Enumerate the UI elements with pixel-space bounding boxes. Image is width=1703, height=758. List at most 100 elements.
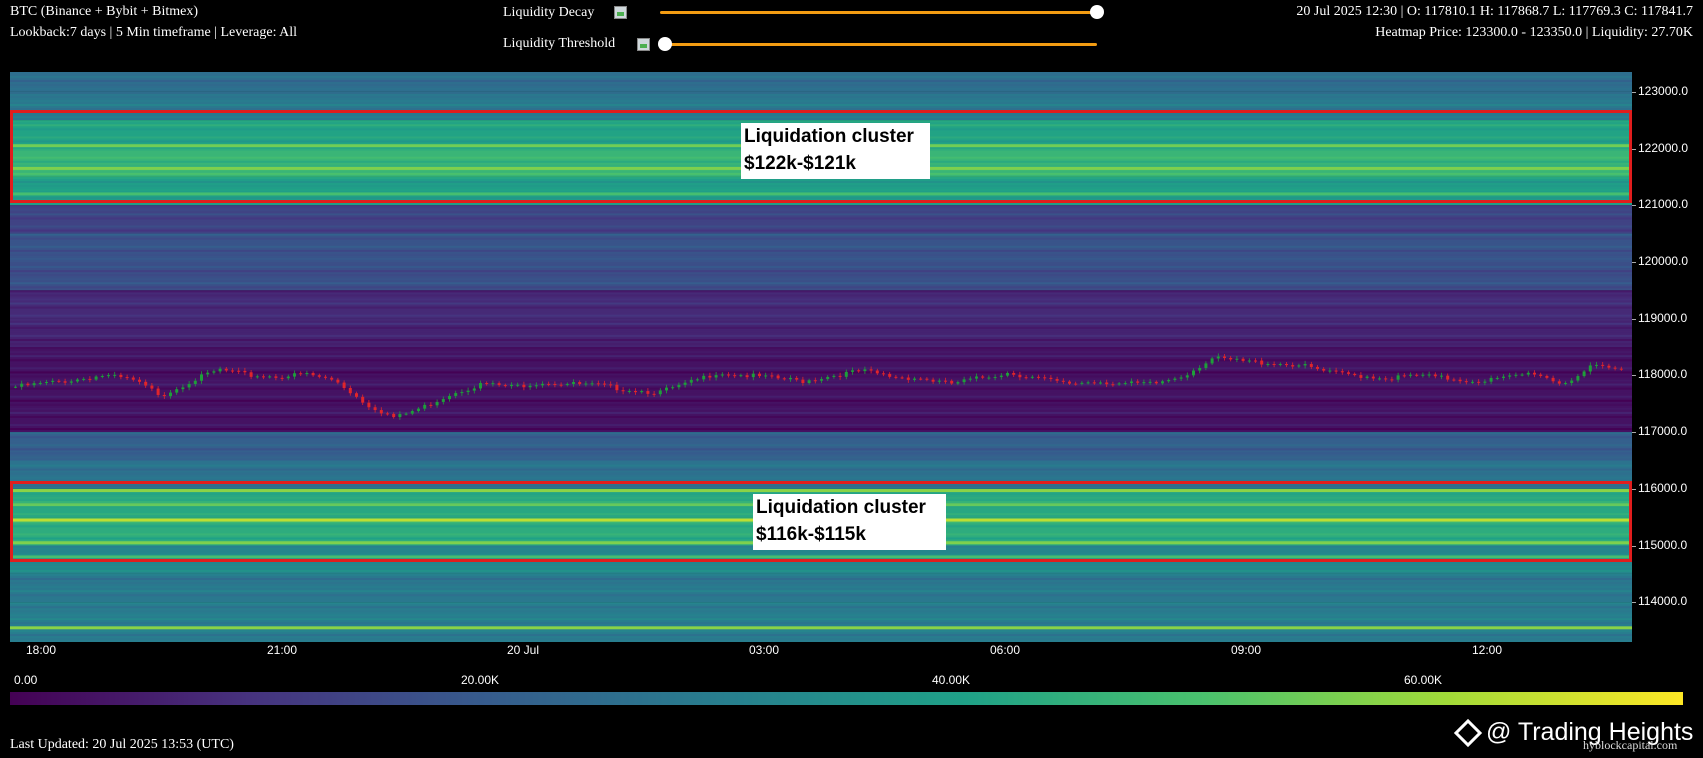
price-candle — [355, 393, 358, 397]
liquidity-band-stripe — [10, 460, 1632, 463]
price-candle — [1464, 381, 1468, 383]
colorbar-tick-label: 40.00K — [932, 673, 971, 687]
liquidity-band-stripe — [10, 614, 1632, 617]
liquidity-band-stripe — [10, 270, 1632, 273]
liquidity-band-stripe — [10, 322, 1632, 325]
price-candle — [249, 372, 253, 377]
price-candle — [1502, 376, 1505, 378]
price-candle — [1353, 373, 1357, 376]
price-candle — [82, 378, 86, 380]
liquidity-band-stripe — [10, 476, 1632, 479]
price-candle — [448, 395, 451, 400]
price-candle — [516, 384, 520, 386]
price-candle — [944, 380, 947, 382]
price-candle — [1080, 382, 1084, 384]
price-candle — [1396, 375, 1400, 380]
liquidity-band-stripe — [10, 298, 1632, 301]
price-candle — [931, 379, 935, 382]
price-candle — [1619, 368, 1623, 370]
price-axis-tick — [1632, 91, 1636, 93]
price-candle — [1520, 374, 1524, 376]
price-axis-label: 118000.0 — [1638, 367, 1688, 382]
price-candle — [1049, 377, 1053, 379]
price-candle — [813, 380, 817, 382]
time-axis-label: 12:00 — [1471, 643, 1503, 657]
liquidity-band-stripe — [10, 205, 1632, 208]
liquidation-level-line — [10, 626, 1632, 630]
liquidity-band-stripe — [10, 221, 1632, 224]
liquidity-band-stripe — [10, 419, 1632, 423]
price-candle — [925, 378, 929, 380]
price-candle — [727, 374, 730, 376]
liquidity-band-stripe — [10, 262, 1632, 265]
price-axis-tick — [1632, 318, 1636, 320]
liquidity-decay-slider-thumb[interactable] — [1090, 5, 1104, 19]
liquidity-band-stripe — [10, 395, 1632, 398]
price-candle — [1582, 371, 1586, 377]
liquidity-band-stripe — [10, 586, 1632, 589]
liquidity-band-stripe — [10, 622, 1632, 625]
price-candle — [578, 382, 582, 385]
price-candle — [423, 404, 427, 409]
liquidity-band-stripe — [10, 213, 1632, 216]
price-candle — [1241, 358, 1245, 361]
liquidity-band-stripe — [10, 116, 1632, 119]
liquidity-threshold-slider[interactable] — [665, 43, 1097, 46]
price-candle — [231, 370, 234, 372]
price-candle — [1409, 374, 1412, 376]
liquidity-band-stripe — [10, 229, 1632, 232]
liquidity-threshold-slider-thumb[interactable] — [658, 37, 672, 51]
price-candle — [131, 377, 135, 380]
price-candle — [1247, 360, 1251, 362]
price-candle — [565, 383, 569, 385]
price-candle — [1384, 378, 1388, 380]
liquidity-band-stripe — [10, 359, 1632, 362]
price-candle — [286, 376, 290, 379]
price-axis-label: 120000.0 — [1638, 254, 1689, 268]
price-candle — [1334, 370, 1338, 372]
price-candle — [1061, 380, 1065, 382]
liquidity-band-stripe — [10, 225, 1632, 228]
price-candle — [789, 377, 792, 380]
price-candle — [844, 371, 848, 377]
price-candle — [1458, 379, 1462, 382]
liquidity-band-stripe — [10, 306, 1632, 309]
broken-image-icon — [614, 6, 627, 19]
liquidity-band-stripe — [10, 383, 1632, 386]
chart-settings-summary: Lookback:7 days | 5 Min timeframe | Leve… — [10, 25, 298, 40]
liquidity-band-stripe — [10, 363, 1632, 366]
price-candle — [1278, 364, 1282, 366]
price-candle — [1477, 381, 1481, 383]
price-candle — [373, 407, 377, 411]
lower-cluster-annotation: Liquidation cluster $116k-$115k — [753, 494, 946, 550]
price-candle — [832, 375, 836, 377]
price-candle — [14, 386, 17, 388]
chart-title: BTC (Binance + Bybit + Bitmex) — [10, 4, 199, 19]
price-axis-label: 115000.0 — [1638, 537, 1688, 552]
liquidity-band-stripe — [10, 197, 1632, 200]
price-candle — [212, 371, 216, 373]
price-candle — [1340, 371, 1344, 373]
price-candle — [1229, 357, 1233, 360]
time-axis-label: 20 Jul — [506, 643, 540, 657]
price-candle — [200, 374, 203, 381]
price-candle — [1235, 358, 1239, 360]
price-candle — [1588, 365, 1592, 372]
price-candle — [1148, 381, 1152, 383]
price-candle — [1309, 363, 1313, 367]
price-candle — [169, 392, 172, 397]
price-candle — [634, 390, 637, 393]
price-candle — [237, 370, 241, 372]
liquidity-decay-slider[interactable] — [660, 11, 1097, 14]
price-candle — [751, 373, 755, 378]
price-candle — [584, 383, 588, 385]
colorbar-tick-label: 20.00K — [461, 673, 500, 687]
price-axis-tick — [1632, 545, 1636, 547]
liquidity-band-stripe — [10, 444, 1632, 447]
liquidity-band-stripe — [10, 245, 1632, 248]
price-candle — [175, 389, 179, 393]
price-candle — [900, 377, 904, 379]
liquidity-band-stripe — [10, 351, 1632, 354]
price-candle — [981, 376, 985, 378]
liquidity-band-stripe — [10, 606, 1632, 609]
